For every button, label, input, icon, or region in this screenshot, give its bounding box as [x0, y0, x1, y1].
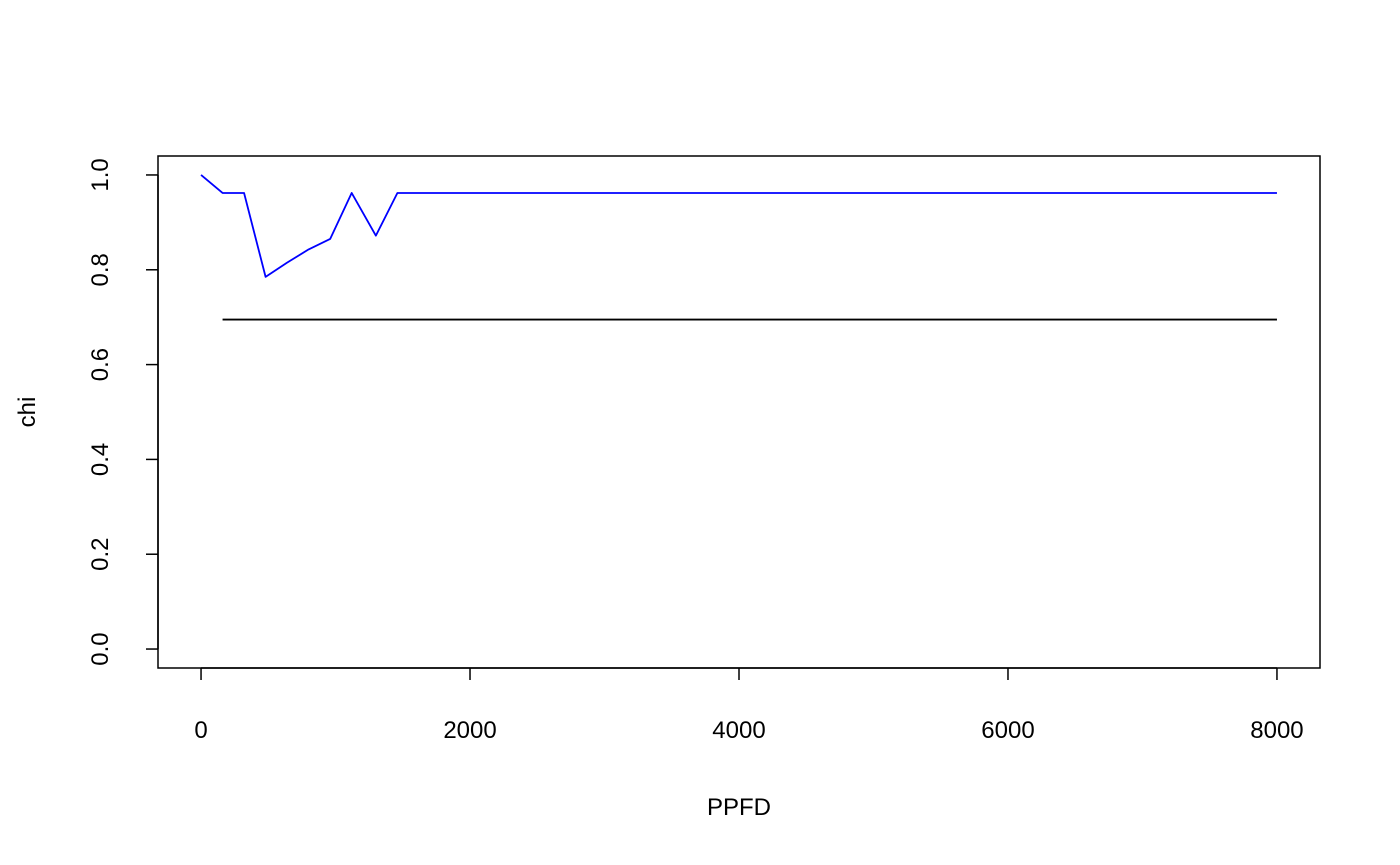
y-tick-label: 0.4 — [87, 443, 114, 476]
x-tick-label: 6000 — [981, 717, 1034, 744]
x-tick-label: 4000 — [712, 717, 765, 744]
y-axis-label: chi — [14, 397, 41, 428]
x-tick-label: 2000 — [443, 717, 496, 744]
y-tick-label: 1.0 — [87, 158, 114, 191]
y-tick-label: 0.0 — [87, 632, 114, 665]
x-axis: 0 2000 4000 6000 8000 — [194, 668, 1303, 744]
x-tick-label: 8000 — [1250, 717, 1303, 744]
y-tick-label: 0.6 — [87, 348, 114, 381]
y-axis: 0.0 0.2 0.4 0.6 0.8 1.0 — [87, 158, 158, 665]
x-axis-label: PPFD — [707, 794, 771, 821]
y-tick-label: 0.2 — [87, 538, 114, 571]
x-tick-label: 0 — [194, 717, 207, 744]
series-line-1 — [201, 175, 1277, 277]
series-layer — [201, 175, 1277, 320]
y-tick-label: 0.8 — [87, 253, 114, 286]
